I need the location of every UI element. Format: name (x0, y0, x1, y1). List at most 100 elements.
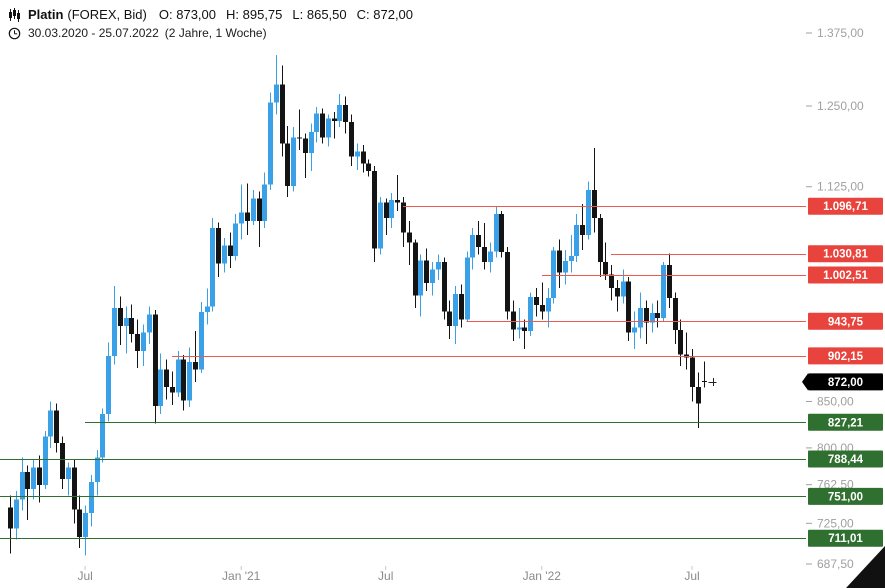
candle-body (580, 225, 585, 236)
last-price-label: 872,00 (802, 373, 883, 391)
candle-body (257, 198, 262, 221)
svg-text:Jul: Jul (77, 569, 92, 583)
candle-body (638, 308, 643, 328)
candle-body (216, 227, 221, 264)
candle-body (280, 84, 285, 144)
candle-body (442, 261, 447, 312)
candle-body (233, 223, 238, 256)
candle-body (135, 334, 140, 351)
timeframe: (2 Jahre, 1 Woche) (164, 26, 267, 40)
candle-body (251, 198, 256, 221)
candle-body (37, 467, 42, 486)
low-value: L: 865,50 (292, 7, 347, 22)
candle-body (43, 436, 48, 486)
svg-text:687,50: 687,50 (817, 557, 854, 571)
candle-body (517, 327, 522, 330)
level-label: 788,44 (808, 450, 883, 468)
candle-body (320, 113, 325, 138)
candle-body (615, 287, 620, 297)
candle-body (349, 122, 354, 157)
candle-body (436, 261, 441, 270)
svg-text:Jul: Jul (378, 569, 393, 583)
candle-body (60, 443, 65, 480)
instrument-name: Platin (28, 7, 64, 22)
instrument-row: Platin (FOREX, Bid) O: 873,00 H: 895,75 … (8, 7, 423, 22)
svg-text:725,00: 725,00 (817, 516, 854, 530)
svg-text:1.096,71: 1.096,71 (823, 201, 868, 213)
high-value: H: 895,75 (226, 7, 283, 22)
open-value: O: 873,00 (158, 7, 216, 22)
candle-body (534, 297, 539, 306)
candle-body (83, 512, 88, 538)
candle-body (8, 507, 13, 529)
candle-body (31, 467, 36, 490)
levels-layer (0, 206, 806, 539)
level-label: 902,15 (808, 347, 883, 365)
candle-body (14, 499, 19, 529)
candle-body (309, 132, 314, 153)
candle-body (389, 199, 394, 219)
close-value: C: 872,00 (356, 7, 414, 22)
candle-body (494, 213, 499, 252)
candle-body (598, 218, 603, 262)
candle-body (384, 202, 389, 219)
candle-body (488, 251, 493, 262)
candles-layer[interactable] (8, 55, 707, 556)
level-label: 827,21 (808, 413, 883, 431)
svg-text:1.002,51: 1.002,51 (823, 270, 868, 282)
candle-body (482, 246, 487, 262)
candle-body (667, 264, 672, 298)
level-label: 711,01 (808, 529, 883, 547)
candle-body (95, 457, 100, 483)
candle-body (361, 151, 366, 164)
candle-body (222, 245, 227, 264)
svg-text:Jan '22: Jan '22 (523, 569, 562, 583)
candle-body (696, 387, 701, 404)
candle-body (395, 199, 400, 203)
last-price-marker (708, 377, 717, 386)
svg-text:872,00: 872,00 (828, 377, 863, 389)
candle-body (644, 308, 649, 323)
candle-body (673, 297, 678, 331)
candle-body (476, 235, 481, 247)
candle-body (459, 293, 464, 320)
svg-text:711,01: 711,01 (828, 533, 863, 545)
svg-text:827,21: 827,21 (828, 417, 864, 429)
candle-body (343, 104, 348, 123)
svg-text:1.030,81: 1.030,81 (823, 249, 868, 261)
candle-body (626, 281, 631, 333)
clock-icon (8, 27, 21, 40)
candle-body (66, 467, 71, 480)
candle-body (690, 357, 695, 388)
price-labels: 1.096,71 1.030,81 1.002,51 943,75 902,15 827,… (802, 197, 883, 547)
svg-text:902,15: 902,15 (828, 351, 864, 363)
candle-body (54, 410, 59, 444)
candle-body (424, 260, 429, 284)
candle-body (453, 293, 458, 326)
watermark-triangle (846, 546, 885, 588)
candle-body (77, 509, 82, 538)
candle-body (199, 312, 204, 370)
candlestick-icon (8, 7, 21, 22)
candle-body (176, 359, 181, 393)
candle-body (546, 297, 551, 312)
svg-text:751,00: 751,00 (828, 491, 863, 503)
x-axis: Jul Jan '21 Jul Jan '22 Jul (77, 566, 700, 583)
candle-body (205, 306, 210, 313)
level-label: 751,00 (808, 487, 883, 505)
range-row: 30.03.2020 - 25.07.2022 (2 Jahre, 1 Woch… (8, 26, 423, 40)
candle-body (661, 264, 666, 318)
candle-body (522, 327, 527, 331)
candle-body (297, 137, 302, 139)
candle-body (574, 225, 579, 256)
candle-body (551, 250, 556, 298)
svg-text:Jul: Jul (684, 569, 699, 583)
level-label: 1.030,81 (808, 245, 883, 263)
candle-body (228, 245, 233, 256)
candle-body (268, 102, 273, 185)
candle-body (147, 314, 152, 333)
candle-body (337, 104, 342, 121)
candle-body (326, 118, 331, 138)
